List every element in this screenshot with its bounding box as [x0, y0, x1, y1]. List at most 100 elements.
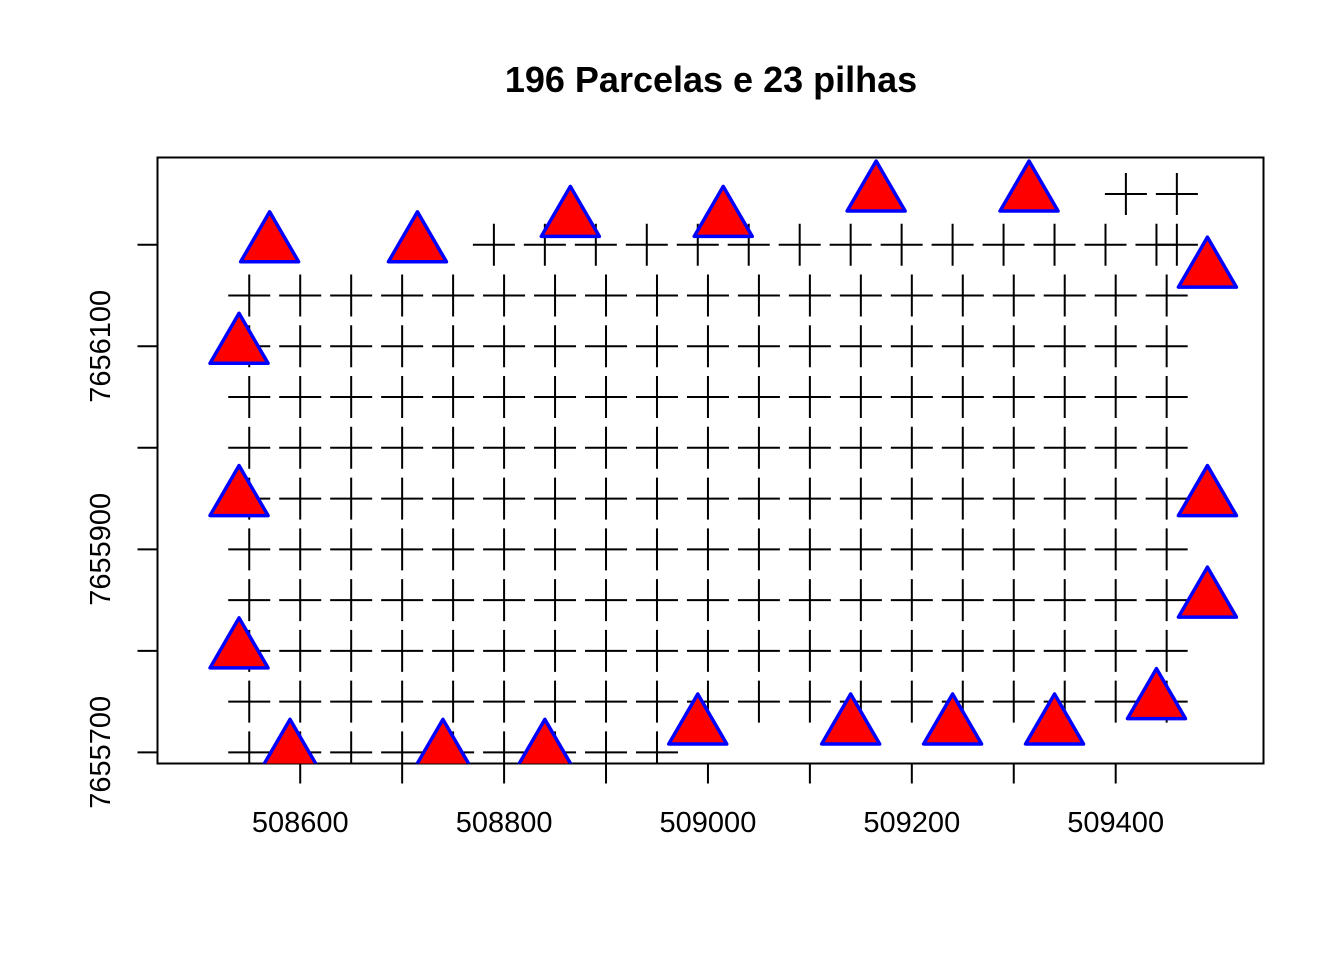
parcela-point [585, 731, 628, 764]
parcela-point [432, 680, 475, 723]
parcela-point [686, 426, 729, 469]
parcela-point [839, 274, 882, 317]
parcela-point [686, 579, 729, 622]
pilha-point [845, 159, 907, 213]
parcela-point [381, 528, 424, 571]
parcela-point [737, 426, 780, 469]
parcela-point [483, 325, 526, 368]
parcela-point [279, 680, 322, 723]
pilha-point [415, 717, 471, 764]
pilha-point [1176, 565, 1239, 619]
parcela-point [737, 325, 780, 368]
parcela-point [992, 680, 1035, 723]
parcela-point [635, 731, 678, 764]
parcela-point [737, 376, 780, 419]
parcela-point [228, 579, 271, 622]
parcela-point [686, 376, 729, 419]
parcela-point [941, 579, 984, 622]
parcela-point [737, 680, 780, 723]
parcela-point [788, 477, 831, 520]
parcela-point [534, 528, 577, 571]
parcela-point [992, 376, 1035, 419]
parcela-point [635, 325, 678, 368]
parcela-point [432, 376, 475, 419]
parcela-point [839, 426, 882, 469]
parcela-point [880, 223, 923, 266]
parcela-point [890, 629, 933, 672]
parcela-point [228, 528, 271, 571]
x-tick-label: 509000 [660, 807, 757, 839]
parcela-point [737, 579, 780, 622]
parcela-point [279, 274, 322, 317]
parcela-point [1094, 376, 1137, 419]
parcela-point [432, 629, 475, 672]
pilhas-series [208, 159, 1239, 764]
parcela-point [1043, 376, 1086, 419]
parcela-point [1094, 274, 1137, 317]
parcela-point [839, 477, 882, 520]
parcela-point [585, 680, 628, 723]
parcela-point [1043, 579, 1086, 622]
parcela-point [483, 376, 526, 419]
parcela-point [585, 477, 628, 520]
parcela-point [1033, 223, 1076, 266]
parcela-point [941, 376, 984, 419]
parcela-point [1094, 426, 1137, 469]
plot-frame [156, 156, 1265, 765]
parcela-point [432, 579, 475, 622]
parcela-point [788, 376, 831, 419]
parcela-point [279, 325, 322, 368]
parcela-point [737, 528, 780, 571]
parcela-point [585, 426, 628, 469]
parcela-point [686, 477, 729, 520]
y-tick-label: 7655900 [85, 493, 117, 606]
parcela-point [839, 629, 882, 672]
parcela-point [330, 376, 373, 419]
x-tick-label: 509400 [1067, 807, 1164, 839]
pilha-point [819, 692, 882, 746]
parcela-point [279, 629, 322, 672]
x-tick-label: 508600 [252, 807, 349, 839]
parcela-point [228, 426, 271, 469]
parcela-point [381, 731, 424, 764]
parcela-point [686, 528, 729, 571]
y-tick-label: 7656100 [85, 290, 117, 403]
parcela-point [1043, 528, 1086, 571]
parcela-point [788, 528, 831, 571]
parcela-point [941, 274, 984, 317]
parcela-point [1094, 680, 1137, 723]
parcela-point [635, 579, 678, 622]
parcela-point [534, 579, 577, 622]
parcela-point [228, 680, 271, 723]
parcela-point [788, 680, 831, 723]
parcela-point [788, 629, 831, 672]
parcela-point [635, 680, 678, 723]
parcela-point [1094, 325, 1137, 368]
parcela-point [635, 528, 678, 571]
parcela-point [279, 528, 322, 571]
parcela-point [472, 223, 515, 266]
parcela-point [1094, 629, 1137, 672]
parcela-point [1155, 173, 1198, 216]
parcelas-series [228, 173, 1198, 764]
parcela-point [737, 477, 780, 520]
parcela-point [1094, 528, 1137, 571]
parcela-point [1145, 477, 1188, 520]
parcela-point [1145, 579, 1188, 622]
parcela-point [839, 325, 882, 368]
parcela-point [788, 426, 831, 469]
parcela-point [1043, 477, 1086, 520]
parcela-point [625, 223, 668, 266]
parcela-point [1104, 173, 1147, 216]
parcela-point [381, 325, 424, 368]
parcela-point [585, 579, 628, 622]
parcela-point [534, 426, 577, 469]
parcela-point [1043, 325, 1086, 368]
parcela-point [432, 274, 475, 317]
parcela-point [381, 579, 424, 622]
parcela-point [1145, 528, 1188, 571]
parcela-point [381, 629, 424, 672]
parcela-point [635, 426, 678, 469]
x-tick-label: 508800 [456, 807, 553, 839]
